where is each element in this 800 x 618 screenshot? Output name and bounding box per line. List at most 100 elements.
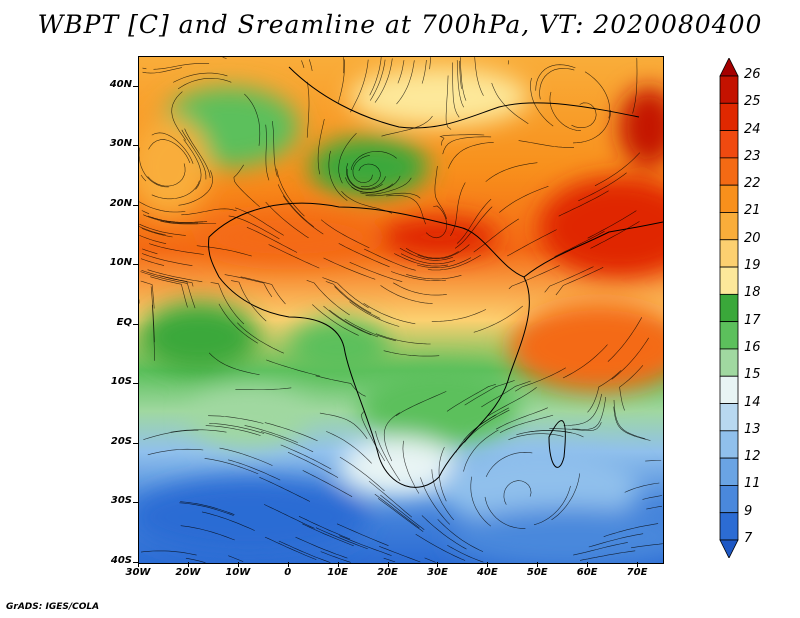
streamline — [222, 57, 227, 59]
streamline — [302, 470, 353, 497]
streamline — [488, 387, 537, 416]
streamline — [339, 456, 385, 492]
streamline — [549, 91, 581, 131]
streamline — [266, 359, 320, 377]
colorbar-label: 20 — [744, 230, 761, 246]
streamline — [235, 207, 284, 236]
streamline — [429, 57, 431, 70]
colorbar-swatch — [719, 457, 739, 486]
streamline — [139, 235, 167, 244]
streamline — [326, 431, 372, 464]
colorbar-swatch — [719, 375, 739, 404]
streamline — [446, 384, 496, 412]
colorbar-swatch — [719, 75, 739, 104]
colorbar-label: 16 — [744, 339, 761, 355]
streamline — [549, 422, 602, 431]
streamline — [312, 304, 359, 336]
lon-label: 20E — [377, 567, 398, 578]
streamline — [562, 344, 608, 379]
streamline — [431, 309, 487, 322]
streamlines — [139, 57, 663, 563]
streamline — [579, 550, 636, 561]
streamline — [339, 535, 392, 556]
colorbar-label: 7 — [744, 531, 753, 546]
streamline — [491, 82, 529, 124]
streamline — [298, 516, 351, 540]
streamline — [322, 277, 369, 309]
streamline — [363, 303, 416, 325]
streamline — [365, 192, 421, 199]
coastlines — [208, 66, 663, 488]
lon-tick — [537, 562, 539, 567]
streamline — [139, 201, 186, 213]
streamline — [323, 257, 376, 280]
streamline — [619, 365, 644, 411]
streamline — [450, 182, 466, 237]
streamline — [427, 254, 481, 271]
streamline — [184, 128, 211, 179]
streamline — [205, 425, 261, 436]
streamline — [530, 77, 554, 127]
colorbar-swatch — [719, 102, 739, 131]
streamline — [383, 412, 400, 462]
streamline — [237, 322, 284, 354]
streamline — [208, 352, 260, 375]
streamline — [319, 412, 368, 439]
lon-label: 20W — [175, 567, 201, 578]
colorbar-label: 11 — [744, 476, 761, 492]
streamline — [265, 124, 270, 181]
streamline — [535, 64, 576, 91]
streamline — [544, 266, 594, 293]
streamline — [499, 414, 554, 433]
streamline — [499, 186, 549, 213]
streamline — [368, 480, 413, 518]
streamline — [139, 147, 169, 188]
streamline — [645, 460, 662, 462]
streamline — [555, 267, 604, 296]
streamline — [624, 482, 660, 493]
lat-tick — [133, 264, 138, 266]
colorbar-label: 14 — [744, 394, 761, 410]
streamline — [338, 132, 357, 184]
streamline — [244, 425, 298, 443]
streamline — [143, 429, 199, 440]
streamline — [495, 407, 548, 430]
streamline — [278, 540, 331, 563]
streamline — [320, 219, 370, 249]
colorbar-swatch — [719, 485, 739, 514]
lon-label: 40E — [476, 567, 498, 578]
streamline — [508, 265, 560, 290]
streamline — [272, 121, 278, 177]
lat-tick — [133, 442, 138, 444]
colorbar-label: 26 — [744, 67, 761, 82]
streamline — [142, 67, 182, 74]
streamline — [395, 391, 447, 417]
streamline — [369, 57, 382, 96]
streamline — [380, 285, 433, 304]
streamline — [218, 303, 258, 344]
streamline — [360, 177, 412, 195]
streamline — [464, 409, 510, 443]
colorbar-swatch — [719, 430, 739, 459]
field-patches — [139, 67, 663, 563]
streamline — [141, 228, 173, 238]
streamline — [438, 446, 447, 502]
streamline — [380, 494, 425, 530]
streamline — [456, 198, 492, 244]
streamline — [473, 305, 523, 333]
streamline — [424, 557, 436, 563]
streamline — [246, 227, 298, 253]
streamline — [177, 78, 232, 90]
streamline — [228, 459, 281, 481]
streamline — [442, 136, 492, 155]
streamline — [573, 542, 628, 556]
streamline — [173, 72, 228, 83]
lon-label: 60E — [576, 567, 598, 578]
lon-label: 70E — [626, 567, 648, 578]
streamline — [431, 469, 454, 521]
lat-tick — [133, 145, 138, 147]
streamline — [590, 221, 640, 249]
streamline — [539, 68, 575, 100]
colorbar-swatch — [719, 348, 739, 377]
streamline — [417, 244, 470, 260]
